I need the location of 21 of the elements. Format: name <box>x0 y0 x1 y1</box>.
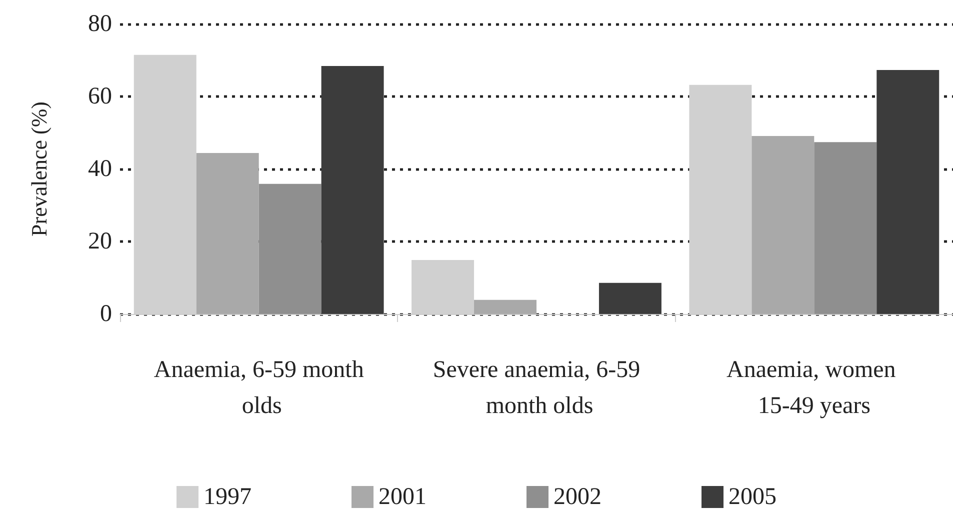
y-tick-label: 60 <box>88 84 112 110</box>
bar <box>814 142 877 314</box>
bar <box>752 136 814 314</box>
y-tick-label: 40 <box>88 156 112 182</box>
legend-label: 2001 <box>378 484 426 510</box>
y-tick-label: 20 <box>88 228 112 254</box>
bar <box>876 70 940 314</box>
bar <box>258 184 322 314</box>
legend-label: 2005 <box>728 484 776 510</box>
y-tick-label: 80 <box>88 11 112 37</box>
legend-label: 1997 <box>204 484 252 510</box>
y-axis-title: Prevalence (%) <box>26 102 52 236</box>
bar <box>598 282 662 314</box>
legend-label: 2002 <box>554 484 602 510</box>
x-tick-label: Severe anaemia, 6-59 month olds <box>432 357 640 419</box>
bar <box>196 153 259 314</box>
y-tick-label: 0 <box>100 301 112 327</box>
x-tick-label: Anaemia, 6-59 month olds <box>154 357 364 419</box>
bar <box>474 300 536 314</box>
bar <box>321 66 384 314</box>
x-tick-label: Anaemia, women 15-49 years <box>726 357 902 419</box>
